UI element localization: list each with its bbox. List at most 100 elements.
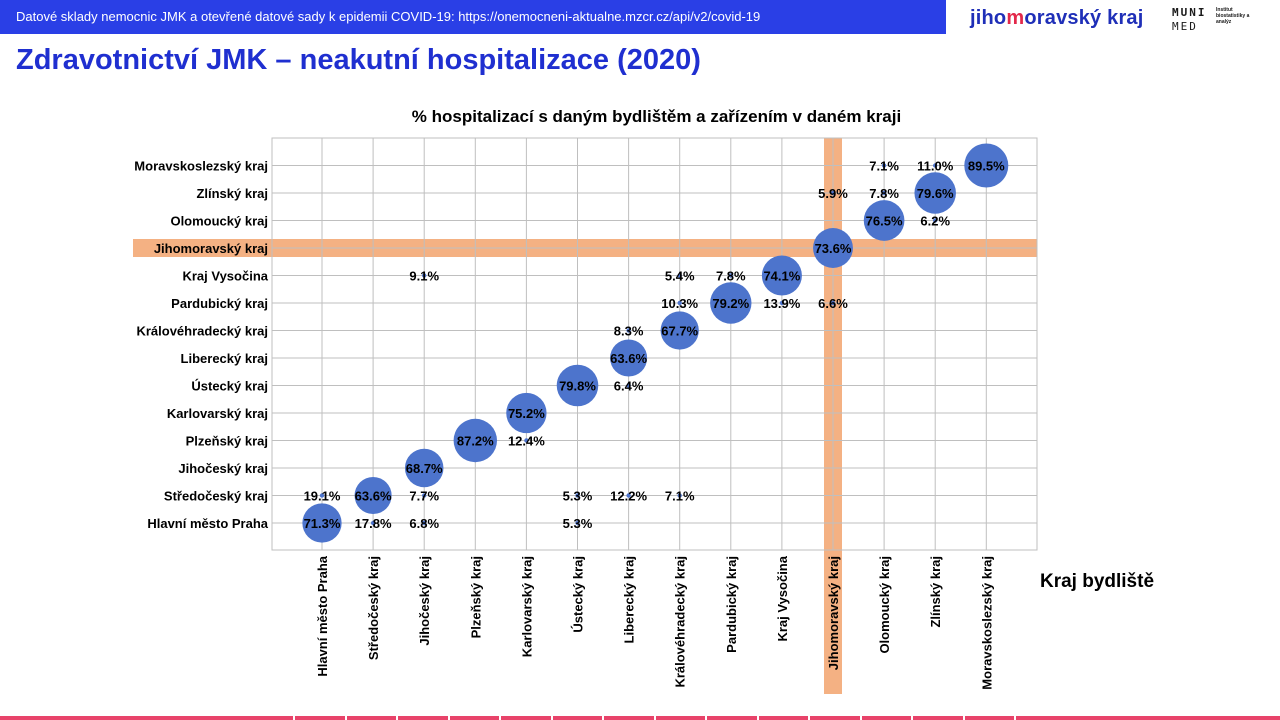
source-banner: Datové sklady nemocnic JMK a otevřené da… <box>0 0 946 34</box>
data-label: 63.6% <box>355 489 392 504</box>
data-label: 7.1% <box>665 489 695 504</box>
bubble <box>830 190 836 196</box>
x-tick-label: Středočeský kraj <box>366 556 381 660</box>
logo-muni-top: MUNI <box>1172 6 1207 19</box>
footer-tick <box>911 716 913 720</box>
bubble <box>933 218 938 223</box>
bubble <box>556 364 599 407</box>
data-label: 6.4% <box>614 379 644 394</box>
bubble <box>881 163 887 168</box>
data-label: 19.1% <box>304 489 341 504</box>
footer-tick <box>705 716 707 720</box>
bubble <box>524 438 529 443</box>
footer-tick <box>345 716 347 720</box>
logo-muni-bottom: MED <box>1172 20 1198 33</box>
bubble <box>761 255 802 296</box>
data-label: 89.5% <box>968 159 1005 174</box>
jmk-logo: jihomoravský kraj <box>970 7 1144 30</box>
data-label: 63.6% <box>610 351 647 366</box>
footer-tick <box>499 716 501 720</box>
data-label: 5.4% <box>665 269 695 284</box>
footer-tick <box>1014 716 1016 720</box>
x-tick-label: Královéhradecký kraj <box>673 556 688 688</box>
data-label: 79.6% <box>917 186 954 201</box>
footer-tick <box>860 716 862 720</box>
bubble <box>354 476 392 515</box>
bubble <box>914 172 956 214</box>
y-tick-label: Karlovarský kraj <box>167 406 268 421</box>
y-tick-label: Plzeňský kraj <box>186 434 268 449</box>
bubble <box>575 520 580 526</box>
bubble <box>302 503 342 543</box>
data-label: 6.6% <box>818 296 848 311</box>
muni-med-logo: MUNI MED Institut biostatistiky a analýz <box>1172 6 1252 36</box>
bubble <box>422 493 427 498</box>
bubble <box>710 282 752 324</box>
y-tick-label: Pardubický kraj <box>171 296 268 311</box>
bubble <box>779 300 785 306</box>
y-tick-label: Hlavní město Praha <box>147 516 268 531</box>
x-tick-label: Olomoucký kraj <box>877 556 892 654</box>
bubble <box>422 520 427 526</box>
bubble <box>863 200 905 241</box>
x-tick-label: Pardubický kraj <box>724 556 739 653</box>
data-label: 11.0% <box>917 159 954 174</box>
data-label: 17.8% <box>355 516 392 531</box>
bubble <box>677 493 682 498</box>
footer-tick <box>448 716 450 720</box>
data-label: 79.8% <box>559 379 596 394</box>
data-label: 76.5% <box>866 214 903 229</box>
x-axis-label: Kraj bydliště <box>1040 571 1154 592</box>
x-tick-label: Jihomoravský kraj <box>826 556 841 670</box>
data-label: 12.4% <box>508 434 545 449</box>
y-tick-label: Kraj Vysočina <box>182 269 268 284</box>
bubble <box>830 300 836 306</box>
bubble <box>881 190 887 196</box>
bubble <box>677 300 682 306</box>
data-label: 6.8% <box>409 516 439 531</box>
x-tick-label: Moravskoslezský kraj <box>979 556 994 690</box>
logo-jmk-pre: jiho <box>970 7 1007 29</box>
footer-tick <box>757 716 759 720</box>
footer-tick <box>963 716 965 720</box>
bubble <box>422 273 427 278</box>
x-tick-label: Liberecký kraj <box>622 556 637 643</box>
logo-muni-institute: Institut biostatistiky a analýz <box>1216 7 1250 25</box>
footer-accent-line <box>0 716 1280 720</box>
footer-tick <box>551 716 553 720</box>
y-tick-label: Jihočeský kraj <box>178 461 268 476</box>
logo-jmk-post: oravský kraj <box>1024 7 1144 29</box>
y-tick-label: Olomoucký kraj <box>170 214 268 229</box>
x-tick-label: Jihočeský kraj <box>417 556 432 646</box>
x-tick-label: Karlovarský kraj <box>519 556 534 657</box>
y-tick-label: Královéhradecký kraj <box>136 324 268 339</box>
x-tick-label: Kraj Vysočina <box>775 555 790 641</box>
data-label: 75.2% <box>508 406 545 421</box>
page-title: Zdravotnictví JMK – neakutní hospitaliza… <box>16 44 701 76</box>
bubble <box>728 273 733 278</box>
x-tick-label: Plzeňský kraj <box>468 556 483 638</box>
data-label: 67.7% <box>661 324 698 339</box>
data-label: 68.7% <box>406 461 443 476</box>
data-label: 73.6% <box>815 241 852 256</box>
data-label: 7.8% <box>716 269 746 284</box>
footer-tick <box>808 716 810 720</box>
bubble <box>575 493 580 498</box>
chart-title: % hospitalizací s daným bydlištěm a zaří… <box>412 107 901 126</box>
bubble <box>506 392 547 434</box>
bubble <box>933 163 938 168</box>
bubble <box>626 383 631 388</box>
bubble <box>677 273 682 278</box>
x-tick-label: Ústecký kraj <box>571 556 586 633</box>
footer-ticks <box>0 716 1280 720</box>
plot-border <box>271 137 1038 551</box>
bubble <box>660 311 699 350</box>
data-label: 5.3% <box>563 516 593 531</box>
data-label: 8.3% <box>614 324 644 339</box>
x-tick-label: Zlínský kraj <box>928 556 943 628</box>
bubble <box>319 493 325 498</box>
y-tick-label: Zlínský kraj <box>196 186 268 201</box>
footer-tick <box>654 716 656 720</box>
bubble <box>610 339 648 377</box>
